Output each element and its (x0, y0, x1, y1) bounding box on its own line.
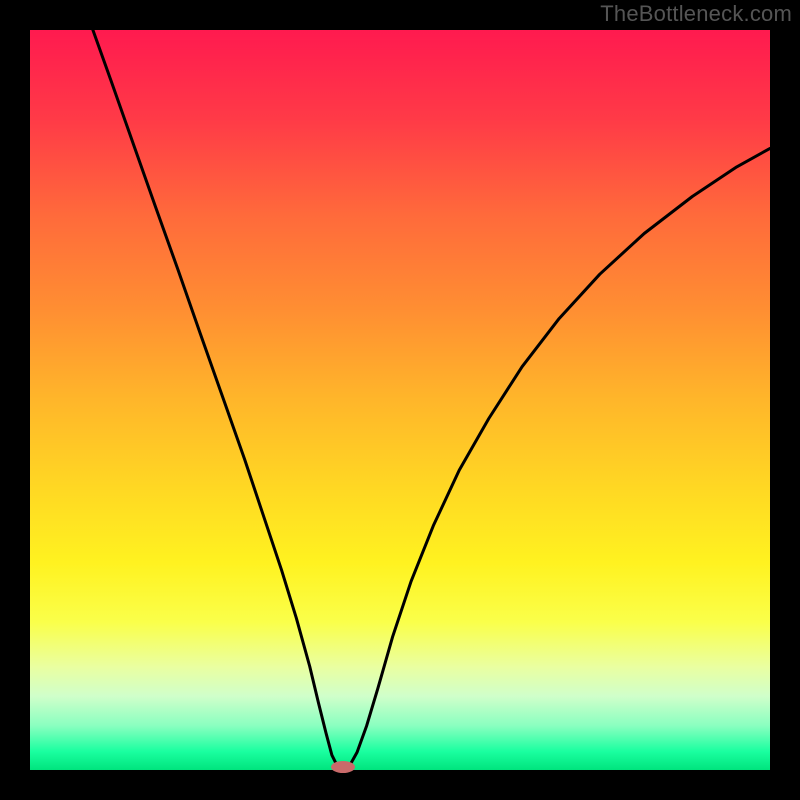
minimum-marker (331, 761, 355, 773)
plot-gradient-background (30, 30, 770, 770)
bottleneck-chart (0, 0, 800, 800)
watermark-text: TheBottleneck.com (600, 0, 792, 28)
chart-container: { "meta": { "watermark": "TheBottleneck.… (0, 0, 800, 800)
